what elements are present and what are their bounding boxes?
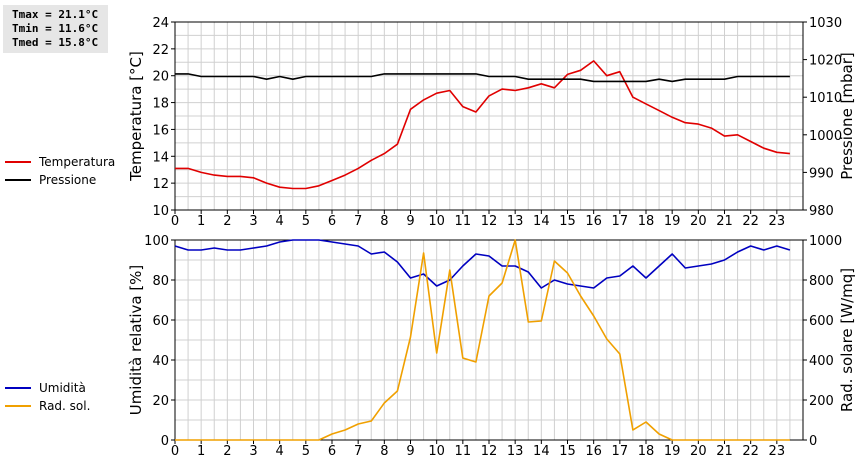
series-line-rad-sol [175,239,790,441]
x-tick-label: 4 [276,444,284,459]
x-tick-label: 15 [559,214,576,229]
x-tick-label: 3 [249,444,257,459]
x-tick-label: 18 [638,444,655,459]
x-tick-label: 1 [197,444,205,459]
y-tick-label: 20 [152,70,169,85]
x-tick-label: 9 [406,214,414,229]
series-line-pressione [175,73,790,83]
y-tick-label: 100 [144,234,169,249]
y-tick-label: 60 [152,314,169,329]
x-tick-label: 10 [428,214,445,229]
y2-tick-label: 1010 [809,91,842,106]
x-tick-label: 17 [612,444,629,459]
x-tick-label: 16 [585,214,602,229]
x-tick-label: 12 [481,214,498,229]
y-tick-label: 16 [152,123,169,138]
x-tick-label: 14 [533,444,550,459]
x-tick-label: 23 [769,444,786,459]
x-tick-label: 8 [380,444,388,459]
legend-label-rad-sol: Rad. sol. [39,399,91,413]
y2-tick-label: 1000 [809,234,842,249]
x-tick-label: 9 [406,444,414,459]
y-axis-label: Temperatura [°C] [127,51,145,182]
tmax-label: Tmax = 21.1°C [12,8,99,21]
x-tick-label: 13 [507,214,524,229]
x-tick-label: 4 [276,214,284,229]
y-tick-label: 80 [152,274,169,289]
x-tick-label: 2 [223,214,231,229]
x-tick-label: 21 [716,444,733,459]
legend-label-umidita: Umidità [39,381,86,395]
legend-label-pressione: Pressione [39,173,97,187]
tmin-label: Tmin = 11.6°C [12,22,99,35]
legend-swatch-temperatura [5,161,31,163]
legend-label-temperatura: Temperatura [39,155,116,169]
y-axis-label: Umidità relativa [%] [127,265,145,416]
x-tick-label: 5 [302,214,310,229]
y-tick-label: 40 [152,354,169,369]
x-tick-label: 7 [354,444,362,459]
x-tick-label: 6 [328,214,336,229]
y2-tick-label: 800 [809,274,834,289]
y-tick-label: 18 [152,97,169,112]
legend-swatch-umidita [5,387,31,389]
x-tick-label: 16 [585,444,602,459]
x-tick-label: 18 [638,214,655,229]
chart-panel-1: 0 1 2 3 4 5 6 7 8 9 10 11 12 13 14 15 16 17 18 19 20 21 22 2310… [127,16,856,229]
y2-axis-label: Rad. solare [W/mq] [838,268,856,412]
series-line-temperatura [175,60,790,190]
x-tick-label: 8 [380,214,388,229]
x-tick-label: 22 [742,214,759,229]
y2-tick-label: 200 [809,394,834,409]
y2-tick-label: 990 [809,166,834,181]
x-tick-label: 21 [716,214,733,229]
y-tick-label: 12 [152,177,169,192]
y-tick-label: 10 [152,204,169,219]
x-tick-label: 11 [455,214,472,229]
x-tick-label: 0 [171,214,179,229]
y2-axis-label: Pressione [mbar] [838,52,856,180]
x-tick-label: 3 [249,214,257,229]
x-tick-label: 2 [223,444,231,459]
x-tick-label: 0 [171,444,179,459]
legend-swatch-rad-sol [5,405,31,407]
x-tick-label: 19 [664,444,681,459]
x-tick-label: 15 [559,444,576,459]
legend-swatch-pressione [5,179,31,181]
y-tick-label: 24 [152,16,169,31]
x-tick-label: 22 [742,444,759,459]
x-tick-label: 20 [690,214,707,229]
y2-tick-label: 1020 [809,54,842,69]
y2-tick-label: 1000 [809,129,842,144]
x-tick-label: 6 [328,444,336,459]
y-tick-label: 14 [152,150,169,165]
x-tick-label: 11 [455,444,472,459]
y2-tick-label: 1030 [809,16,842,31]
y-tick-label: 0 [161,434,169,449]
series-line-umidit [174,239,791,289]
x-tick-label: 13 [507,444,524,459]
y2-tick-label: 0 [809,434,817,449]
x-tick-label: 14 [533,214,550,229]
y2-tick-label: 400 [809,354,834,369]
y-tick-label: 22 [152,43,169,58]
stats-box: Tmax = 21.1°C Tmin = 11.6°C Tmed = 15.8°… [3,5,108,53]
x-tick-label: 23 [769,214,786,229]
x-tick-label: 12 [481,444,498,459]
y-tick-label: 20 [152,394,169,409]
x-tick-label: 20 [690,444,707,459]
x-tick-label: 5 [302,444,310,459]
x-tick-label: 19 [664,214,681,229]
x-tick-label: 10 [428,444,445,459]
chart-panel-2: 0 1 2 3 4 5 6 7 8 9 10 11 12 13 14 15 16 17 18 19 20 21 22 2302… [127,234,856,459]
y2-tick-label: 600 [809,314,834,329]
x-tick-label: 17 [612,214,629,229]
tmed-label: Tmed = 15.8°C [12,36,99,49]
x-tick-label: 1 [197,214,205,229]
x-tick-label: 7 [354,214,362,229]
y2-tick-label: 980 [809,204,834,219]
